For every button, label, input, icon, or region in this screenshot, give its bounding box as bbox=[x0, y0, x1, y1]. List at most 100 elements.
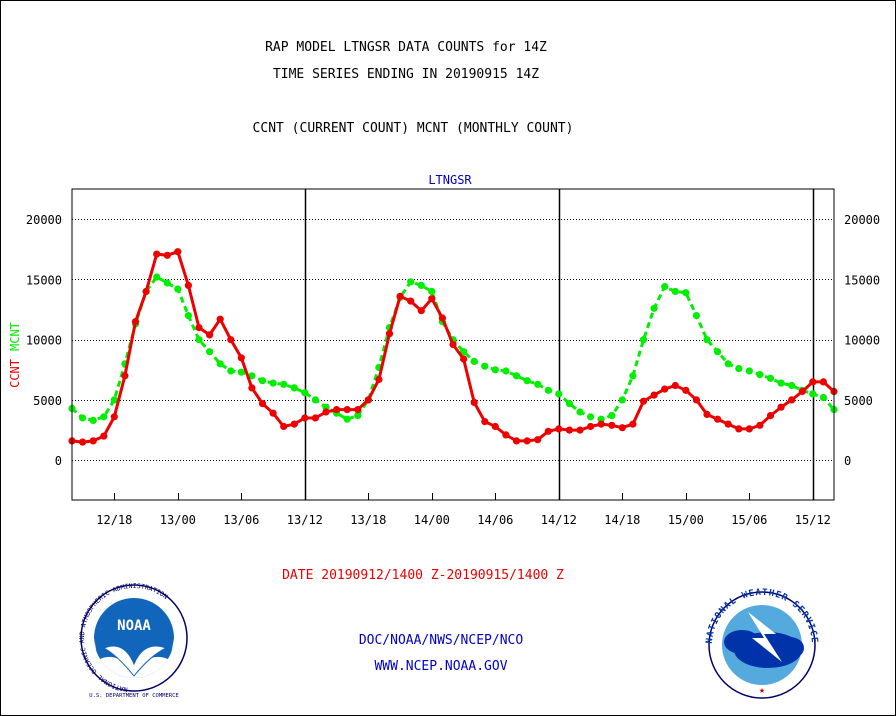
xtick-label-8: 14/18 bbox=[604, 513, 640, 527]
point-ccnt-10 bbox=[174, 248, 182, 256]
point-ccnt-42 bbox=[512, 437, 521, 445]
point-mcnt-53 bbox=[629, 372, 637, 380]
point-ccnt-56 bbox=[661, 385, 669, 393]
xtick-label-11: 15/12 bbox=[795, 513, 831, 527]
point-mcnt-41 bbox=[502, 367, 510, 375]
point-mcnt-22 bbox=[301, 389, 309, 397]
point-ccnt-41 bbox=[502, 431, 510, 439]
point-mcnt-58 bbox=[682, 289, 690, 297]
point-ccnt-32 bbox=[407, 297, 415, 305]
ytick-right-4: 20000 bbox=[844, 213, 880, 227]
point-mcnt-60 bbox=[703, 336, 711, 344]
point-mcnt-54 bbox=[639, 336, 648, 344]
url-label: WWW.NCEP.NOAA.GOV bbox=[374, 659, 507, 674]
svg-text:NOAA: NOAA bbox=[117, 618, 151, 634]
ytick-right-3: 15000 bbox=[844, 273, 880, 287]
point-ccnt-24 bbox=[322, 408, 330, 416]
point-ccnt-60 bbox=[703, 410, 711, 418]
point-ccnt-57 bbox=[671, 381, 679, 390]
y-tick-labels: 0 0 5000 5000 10000 10000 15000 15000 20000 20000 bbox=[26, 213, 880, 468]
point-mcnt-21 bbox=[290, 384, 298, 392]
point-ccnt-15 bbox=[227, 336, 235, 344]
point-mcnt-16 bbox=[237, 368, 245, 376]
point-ccnt-61 bbox=[714, 415, 722, 423]
point-mcnt-9 bbox=[163, 279, 171, 287]
point-ccnt-21 bbox=[290, 420, 298, 428]
point-ccnt-59 bbox=[692, 396, 701, 404]
nws-logo: NATIONAL WEATHER SERVICE ★ bbox=[705, 588, 818, 699]
point-ccnt-71 bbox=[819, 378, 828, 386]
point-ccnt-54 bbox=[639, 397, 648, 405]
point-mcnt-33 bbox=[417, 281, 425, 289]
point-mcnt-46 bbox=[555, 390, 563, 398]
point-mcnt-38 bbox=[470, 357, 478, 365]
point-mcnt-23 bbox=[311, 396, 319, 404]
point-mcnt-20 bbox=[280, 380, 288, 388]
point-ccnt-23 bbox=[311, 414, 319, 422]
point-ccnt-47 bbox=[565, 426, 574, 434]
point-ccnt-49 bbox=[587, 422, 595, 431]
point-mcnt-15 bbox=[227, 367, 235, 375]
point-mcnt-49 bbox=[587, 413, 595, 421]
point-mcnt-70 bbox=[809, 390, 817, 398]
point-ccnt-29 bbox=[375, 375, 383, 384]
point-ccnt-17 bbox=[248, 384, 256, 392]
point-ccnt-64 bbox=[745, 425, 753, 433]
y-axis-label: CCNT MCNT bbox=[8, 322, 22, 388]
point-ccnt-18 bbox=[258, 400, 267, 408]
point-ccnt-53 bbox=[629, 420, 637, 428]
point-ccnt-38 bbox=[470, 398, 478, 406]
point-ccnt-2 bbox=[89, 437, 97, 445]
point-ccnt-30 bbox=[385, 330, 394, 338]
point-mcnt-3 bbox=[100, 413, 108, 421]
point-ccnt-20 bbox=[280, 422, 288, 431]
svg-text:U.S. DEPARTMENT OF COMMERCE: U.S. DEPARTMENT OF COMMERCE bbox=[89, 693, 178, 699]
point-ccnt-39 bbox=[481, 418, 489, 426]
ytick-left-1: 5000 bbox=[33, 394, 62, 408]
point-mcnt-62 bbox=[724, 360, 732, 368]
xtick-label-5: 14/00 bbox=[414, 513, 450, 527]
point-ccnt-13 bbox=[206, 331, 214, 339]
point-mcnt-59 bbox=[692, 312, 701, 320]
point-ccnt-26 bbox=[343, 406, 351, 414]
point-ccnt-35 bbox=[438, 314, 446, 322]
point-ccnt-50 bbox=[597, 420, 605, 428]
point-mcnt-40 bbox=[491, 366, 499, 374]
point-mcnt-11 bbox=[184, 312, 192, 320]
point-mcnt-2 bbox=[89, 416, 97, 424]
point-mcnt-44 bbox=[534, 380, 542, 388]
point-ccnt-5 bbox=[121, 372, 129, 380]
chart-title: LTNGSR bbox=[428, 173, 472, 187]
ytick-left-3: 15000 bbox=[26, 273, 62, 287]
point-mcnt-63 bbox=[735, 365, 743, 373]
point-ccnt-33 bbox=[417, 307, 425, 315]
point-ccnt-69 bbox=[798, 387, 806, 396]
point-ccnt-45 bbox=[544, 427, 552, 435]
point-ccnt-51 bbox=[608, 421, 616, 429]
point-ccnt-22 bbox=[301, 414, 309, 422]
point-ccnt-31 bbox=[396, 292, 404, 300]
point-mcnt-67 bbox=[777, 379, 785, 387]
xtick-label-7: 14/12 bbox=[541, 513, 577, 527]
point-ccnt-9 bbox=[163, 251, 171, 259]
point-ccnt-14 bbox=[216, 315, 224, 323]
point-mcnt-52 bbox=[618, 396, 626, 404]
point-mcnt-32 bbox=[407, 278, 415, 286]
point-mcnt-45 bbox=[544, 386, 552, 394]
header-line-2: TIME SERIES ENDING IN 20190915 14Z bbox=[273, 67, 539, 82]
point-ccnt-40 bbox=[491, 422, 499, 431]
point-mcnt-18 bbox=[258, 377, 267, 385]
xtick-label-6: 14/06 bbox=[477, 513, 513, 527]
point-ccnt-48 bbox=[576, 426, 584, 434]
ytick-left-0: 0 bbox=[55, 454, 62, 468]
point-mcnt-43 bbox=[523, 377, 531, 385]
series-layer bbox=[68, 248, 838, 446]
point-mcnt-55 bbox=[650, 304, 658, 312]
xtick-label-4: 13/18 bbox=[350, 513, 386, 527]
point-mcnt-51 bbox=[608, 412, 616, 420]
point-mcnt-12 bbox=[195, 336, 203, 344]
point-ccnt-28 bbox=[364, 396, 372, 404]
point-mcnt-61 bbox=[714, 348, 722, 356]
point-ccnt-4 bbox=[110, 413, 118, 421]
